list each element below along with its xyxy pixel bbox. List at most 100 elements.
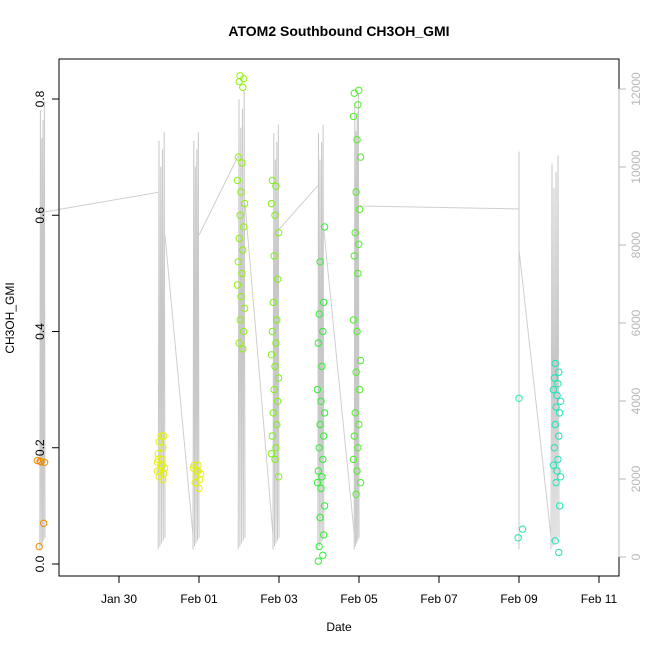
data-point [514,534,522,542]
altitude-profile [550,155,560,550]
data-point [240,223,248,231]
plot-frame [58,58,620,577]
data-point [349,316,358,324]
data-point [235,234,243,243]
data-point [315,310,323,318]
data-point [239,345,247,353]
y-tick-label: 0.0 [33,555,47,572]
altitude-connector [164,235,194,536]
x-tick-label: Feb 01 [180,592,218,606]
data-point [556,473,565,481]
data-point [355,240,363,249]
altitude-profile [157,132,166,550]
data-point [190,461,199,469]
data-point [314,339,322,347]
data-point [269,298,277,307]
data-point [553,391,561,400]
data-point [554,455,562,464]
data-point [270,385,278,394]
altitude-trace [39,89,560,550]
data-point [274,397,282,405]
data-point [240,304,249,312]
y-tick-label: 0.6 [33,207,47,224]
data-point [237,188,245,196]
y-tick-label: 0.8 [33,90,47,107]
data-point [356,356,365,365]
data-point [267,351,276,359]
data-point [320,432,328,440]
data-point [549,461,558,469]
data-point [36,457,44,465]
data-point [158,461,166,469]
data-point [274,229,283,237]
y-axis-label: CH3OH_GMI [3,282,17,353]
altitude-connector [44,191,159,213]
data-point [267,199,276,208]
data-point [317,397,325,405]
data-point [239,83,247,92]
y-tick-label: 0.2 [33,439,47,456]
data-point [268,176,276,185]
data-point [274,374,283,382]
data-point [320,531,328,539]
data-point [556,409,564,417]
data-point [157,432,165,440]
data-point [319,327,327,336]
data-point [515,394,523,402]
secondary-tick-label: 10000 [629,150,643,184]
secondary-tick-label: 0 [629,553,643,560]
data-point [35,542,43,551]
data-point [518,525,527,533]
data-point [554,380,562,388]
data-point [235,77,243,86]
data-point [313,478,322,487]
data-points [33,72,565,565]
data-point [550,374,558,382]
y-tick-label: 0.4 [33,323,47,340]
altitude-profile [237,89,246,550]
data-point [238,269,246,278]
data-point [314,557,322,565]
x-tick-label: Feb 09 [500,592,538,606]
data-point [194,467,202,475]
altitude-connector [198,155,239,236]
data-point [555,432,563,440]
x-axis-label: Date [326,620,352,634]
data-point [319,551,327,559]
data-point [318,362,326,371]
data-point [356,205,364,214]
data-point [274,473,283,481]
data-point [551,359,559,368]
data-point [553,467,561,475]
altitude-connector [323,229,355,534]
x-tick-label: Jan 30 [101,592,137,606]
data-point [318,473,326,481]
data-point [160,432,168,440]
data-point [356,478,365,487]
altitude-connector [278,185,319,230]
secondary-tick-label: 12000 [629,72,643,106]
secondary-tick-label: 8000 [629,231,643,258]
chart-title: ATOM2 Southbound CH3OH_GMI [228,23,449,39]
data-point [313,385,322,394]
data-point [320,502,329,510]
data-point [33,456,42,465]
data-point [159,444,167,452]
data-point [240,199,249,208]
data-point [353,136,361,144]
data-point [549,385,558,394]
data-point [235,339,243,347]
data-point [270,252,278,260]
data-point [551,537,559,545]
data-point [153,467,162,475]
x-tick-label: Feb 03 [260,592,298,606]
data-point [352,368,360,376]
data-point [272,339,280,347]
data-point [350,252,358,260]
data-point [236,316,244,324]
data-point [355,420,363,429]
data-point [273,420,281,429]
data-point [314,467,322,475]
y-axis: 0.0 0.2 0.4 0.6 0.8 [33,90,60,572]
